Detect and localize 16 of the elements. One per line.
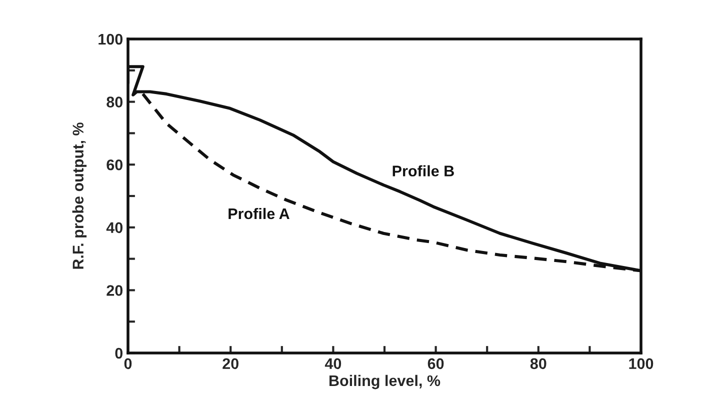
x-tick-label: 40 <box>324 358 342 370</box>
x-axis-title: Boiling level, % <box>329 374 440 390</box>
x-tick-label: 20 <box>222 358 238 370</box>
x-tick-label: 80 <box>530 358 546 370</box>
y-tick-label: 20 <box>106 285 123 296</box>
y-tick-label: 40 <box>106 222 123 234</box>
series-label: Profile A <box>228 208 290 220</box>
x-tick-label: 60 <box>428 358 444 370</box>
y-axis-title: R.F. probe output, % <box>72 122 87 269</box>
series-label: Profile B <box>392 165 454 176</box>
y-tick-label: 0 <box>115 348 123 359</box>
x-tick-label: 0 <box>124 358 132 370</box>
x-tick-label: 100 <box>629 358 654 370</box>
y-tick-label: 60 <box>106 159 123 170</box>
y-tick-label: 80 <box>106 96 123 108</box>
y-tick-label: 100 <box>98 34 123 45</box>
